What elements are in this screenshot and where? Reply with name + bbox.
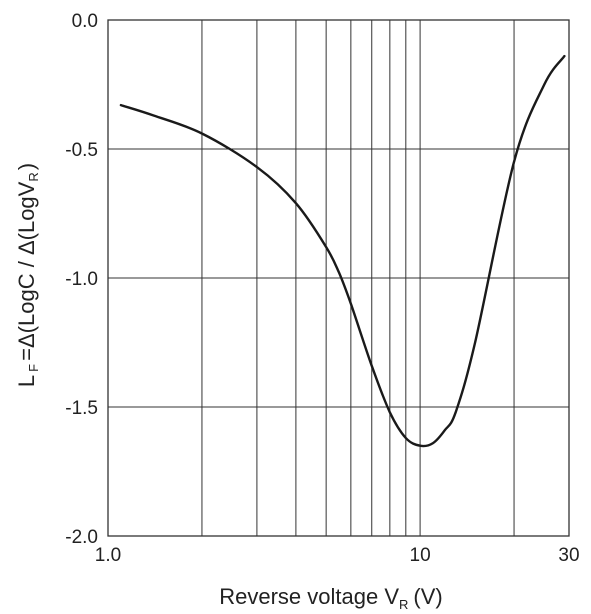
y-axis-title-formula: =Δ(LogC / Δ(LogV (14, 181, 39, 361)
y-axis-title-r-sub: R (26, 172, 41, 181)
series-line (119, 54, 566, 448)
y-tick-labels: 0.0 -0.5 -1.0 -1.5 -2.0 (65, 11, 98, 548)
y-axis-title-l-sub: F (26, 364, 41, 372)
y-tick-label: 0.0 (72, 11, 98, 32)
y-tick-label: -0.5 (65, 140, 98, 161)
x-axis-title-sub: R (399, 597, 408, 612)
y-axis-title-l: L (14, 375, 39, 387)
y-axis-title: LF =Δ(LogC / Δ(LogVR) (14, 163, 41, 387)
x-axis-title: Reverse voltage VR (V) (219, 584, 442, 612)
x-tick-label: 10 (410, 545, 431, 566)
plot-frame (107, 19, 570, 537)
y-tick-label: -2.0 (65, 527, 98, 548)
y-tick-label: -1.5 (65, 398, 98, 419)
x-tick-labels: 1.0 10 30 (95, 545, 580, 566)
x-axis-title-unit: (V) (413, 584, 442, 609)
y-tick-label: -1.0 (65, 269, 98, 290)
grid-layer (108, 20, 569, 536)
y-axis-title-close: ) (14, 163, 39, 170)
x-tick-label: 30 (558, 545, 579, 566)
x-tick-label: 1.0 (95, 545, 121, 566)
x-axis-title-main: Reverse voltage V (219, 584, 399, 609)
